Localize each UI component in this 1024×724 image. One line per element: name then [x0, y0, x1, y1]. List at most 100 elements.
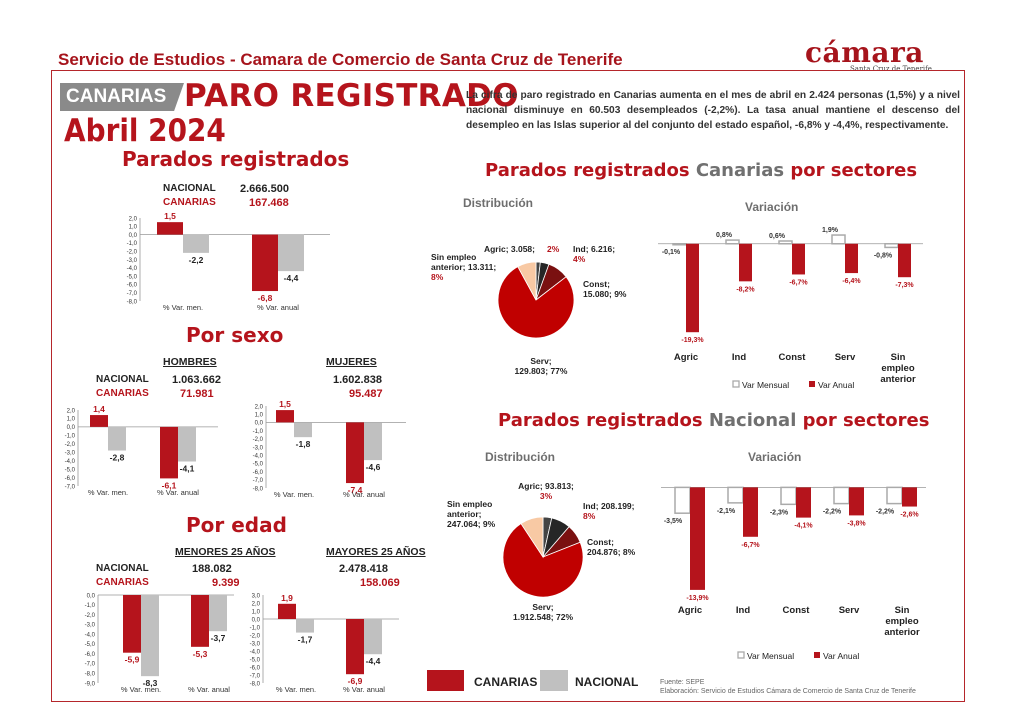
y-tick-label: -5,0: [253, 462, 264, 468]
canarias-bar: [191, 595, 209, 647]
nacional-bar: [178, 426, 196, 462]
title-part: Parados registrados: [485, 160, 696, 181]
y-tick-label: -1,0: [127, 241, 138, 247]
nacional-bar: [364, 422, 382, 461]
canarias-bar: [157, 222, 183, 235]
variacion-label: Variación: [745, 200, 799, 214]
y-tick-label: -4,0: [250, 649, 261, 655]
intro-text: La cifra de paro registrado en Canarias …: [466, 90, 960, 132]
edad-title: Por edad: [186, 513, 287, 537]
x-category-label: % Var. men.: [121, 685, 161, 694]
slice-label-line: Serv;: [532, 602, 553, 612]
canarias-label: CANARIAS: [163, 197, 216, 208]
mujeres-chart: 2,0 1,0 0,0 -1,0 -2,0 -3,0 -4,0 -5,0 -6,0 -7,0 -8,…: [253, 399, 406, 499]
slice-label-line: 8%: [583, 511, 596, 521]
var-anual-bar: [849, 487, 864, 516]
sexo-title: Por sexo: [186, 323, 284, 347]
pie-slice: [517, 261, 537, 301]
slice-label-line: 204.876; 8%: [587, 547, 636, 557]
menores-canarias-value: 9.399: [212, 577, 240, 589]
data-label: 1,9%: [822, 227, 839, 234]
canarias-label: CANARIAS: [96, 577, 149, 588]
y-tick-label: -8,0: [253, 486, 264, 492]
data-label: -6,1: [162, 480, 177, 490]
y-tick-label: 1,0: [129, 225, 138, 231]
var-mensual-bar: [831, 234, 846, 245]
x-category-label: % Var. men.: [88, 488, 128, 497]
title-part: por sectores: [796, 410, 930, 431]
nacional-sectores-title: Parados registrados Nacional por sectore…: [498, 410, 929, 431]
data-label: -0,1%: [662, 249, 681, 256]
slice-label: Sin empleo anterior; 13.311; 8%: [431, 252, 496, 282]
slice-label: Const; 15.080; 9%: [583, 279, 627, 299]
title-region: Nacional: [708, 410, 797, 431]
var-anual-bar: [792, 243, 805, 275]
content-frame: [51, 70, 965, 702]
y-tick-label: 2,0: [129, 216, 138, 222]
x-category-label: Ind: [736, 605, 750, 616]
data-label: -4,1: [180, 464, 195, 474]
x-category-label: Sin: [895, 605, 910, 616]
data-label: -2,2%: [876, 509, 895, 516]
data-label: -2,1%: [717, 508, 736, 515]
y-tick-label: -5,0: [85, 642, 96, 648]
slice-label: Serv; 1.912.548; 72%: [513, 602, 573, 622]
var-mensual-bar: [727, 486, 744, 504]
x-category-label: Agric: [674, 352, 698, 363]
slice-label-line: 15.080; 9%: [583, 289, 627, 299]
canarias-bar: [278, 603, 296, 619]
slice-label-line: Agric; 93.813;: [518, 481, 574, 491]
var-anual-bar: [739, 243, 752, 282]
variacion-label: Variación: [748, 450, 802, 464]
data-label: -4,4: [366, 656, 381, 666]
pie-slice: [497, 266, 575, 339]
mayores-nacional-value: 2.478.418: [339, 563, 388, 575]
canarias-bar: [346, 619, 364, 675]
nacional-label: NACIONAL: [163, 183, 216, 194]
slice-label-line: Ind; 6.216;: [573, 244, 615, 254]
legend-nacional-swatch: [540, 670, 568, 691]
region-tag: CANARIAS: [60, 83, 184, 111]
legend-canarias-label: CANARIAS: [474, 675, 538, 689]
y-tick-label: 2,0: [255, 404, 264, 410]
distribucion-label: Distribución: [463, 196, 534, 210]
data-label: -0,8%: [874, 252, 893, 259]
menores-label: MENORES 25 AÑOS: [175, 546, 276, 558]
y-tick-label: -9,0: [85, 681, 96, 687]
y-tick-label: -3,0: [85, 623, 96, 629]
y-tick-label: 0,0: [255, 421, 264, 427]
y-tick-label: -4,0: [65, 459, 76, 465]
title-part: Parados registrados: [498, 410, 709, 431]
hombres-nacional-value: 1.063.662: [172, 374, 221, 386]
slice-label: Const; 204.876; 8%: [587, 537, 636, 557]
data-label: -8,2%: [736, 286, 755, 293]
y-tick-label: -8,0: [250, 681, 261, 687]
data-label: -5,9: [125, 655, 140, 665]
y-tick-label: -3,0: [65, 451, 76, 457]
y-tick-label: -7,0: [253, 478, 264, 484]
y-tick-label: -4,0: [253, 454, 264, 460]
data-label: -7,4: [348, 485, 363, 495]
legend-anual-label: Var Anual: [818, 380, 854, 390]
var-anual-bar: [796, 487, 811, 518]
slice-label-line: anterior;: [447, 509, 482, 519]
parados-canarias-value: 167.468: [249, 197, 289, 209]
y-tick-label: -7,0: [127, 291, 138, 297]
data-label: -8,3: [143, 678, 158, 688]
pie-nacional-chart: Agric; 93.813; 3% Ind; 208.199; 8% Const; 204…: [447, 481, 636, 622]
data-label: -7,3%: [895, 282, 914, 289]
slice-label-line: Const;: [583, 279, 610, 289]
canarias-bar: [276, 410, 294, 423]
slice-label: Ind; 6.216; 4%: [573, 244, 615, 264]
y-tick-label: -6,0: [127, 283, 138, 289]
legend-mensual-swatch: [732, 380, 740, 388]
y-tick-label: -6,0: [253, 470, 264, 476]
legend-mensual-label: Var Mensual: [742, 380, 789, 390]
credit-line: Elaboración: Servicio de Estudios Cámara…: [660, 688, 916, 695]
pie-slice: [502, 523, 584, 598]
y-tick-label: -2,0: [127, 250, 138, 256]
x-category-label: anterior: [884, 627, 920, 638]
source-line: Fuente: SEPE: [660, 679, 705, 686]
nacional-bar: [294, 422, 312, 438]
hombres-chart: 2,0 1,0 0,0 -1,0 -2,0 -3,0 -4,0 -5,0 -6,0 -7,0 1,4…: [65, 404, 218, 497]
